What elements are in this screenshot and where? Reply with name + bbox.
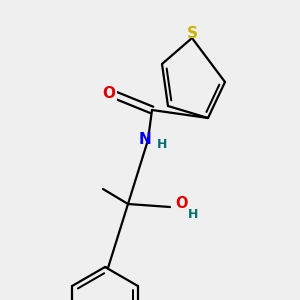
Text: O: O: [175, 196, 188, 211]
Text: S: S: [187, 26, 197, 41]
Text: N: N: [139, 133, 152, 148]
Text: H: H: [157, 139, 167, 152]
Text: O: O: [103, 85, 116, 100]
Text: H: H: [188, 208, 198, 221]
